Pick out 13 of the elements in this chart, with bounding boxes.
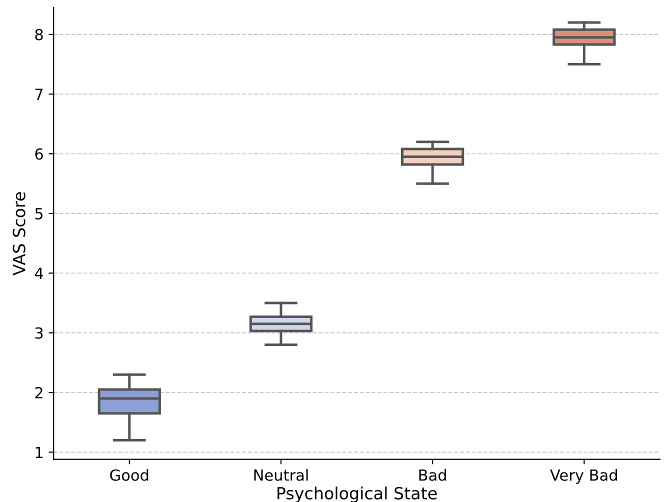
y-tick-label: 8 xyxy=(35,28,43,40)
y-tick-label: 3 xyxy=(35,327,43,339)
y-axis-title: VAS Score xyxy=(12,192,26,276)
y-tick-label: 7 xyxy=(35,88,43,100)
y-tick-label: 6 xyxy=(35,148,43,160)
y-tick-label: 4 xyxy=(34,268,44,279)
x-tick-label: Very Bad xyxy=(550,469,617,484)
y-tick-label: 5 xyxy=(35,208,43,220)
y-tick-label: 1 xyxy=(36,446,42,458)
x-tick-label: Neutral xyxy=(254,469,308,481)
x-tick-label: Bad xyxy=(419,469,446,481)
y-tick-label: 2 xyxy=(35,386,42,398)
x-tick-label: Good xyxy=(110,469,148,481)
